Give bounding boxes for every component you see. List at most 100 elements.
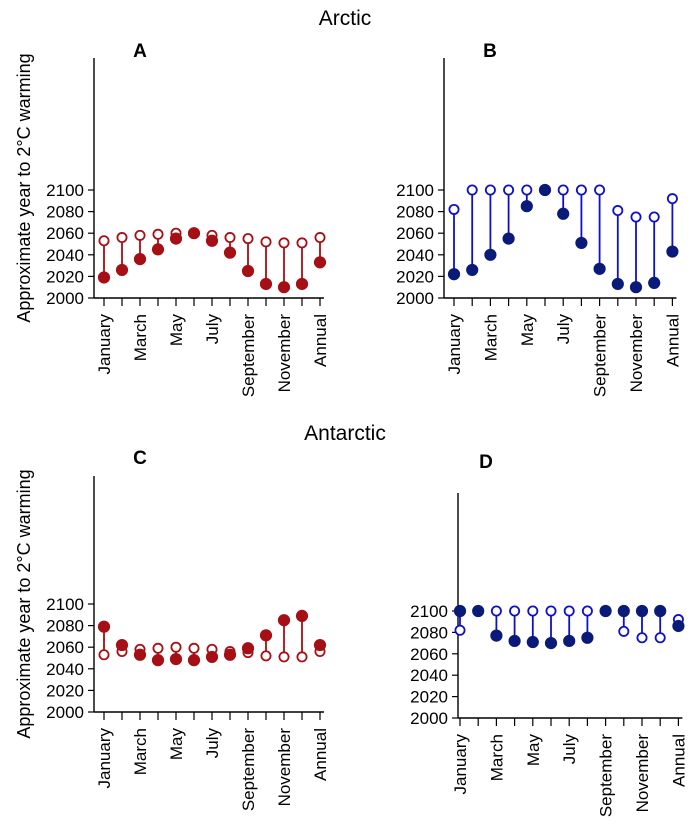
filled-point-a bbox=[313, 256, 327, 269]
filled-point-c bbox=[313, 638, 327, 652]
panel-a: A Approximate year to 2°C warming 2000 2020… bbox=[14, 41, 330, 397]
y-tick-label-d: 2040 bbox=[410, 666, 448, 685]
y-axis-label-c: Approximate year to 2°C warming bbox=[14, 469, 34, 738]
filled-point-d bbox=[490, 629, 503, 642]
filled-point-d bbox=[599, 604, 612, 618]
x-tick-label-a: Annual bbox=[311, 314, 330, 367]
filled-point-a bbox=[259, 277, 273, 291]
filled-point-d bbox=[581, 631, 594, 644]
open-point-c bbox=[188, 642, 200, 654]
filled-point-c bbox=[169, 652, 183, 666]
x-tick-label-c: July bbox=[203, 728, 222, 759]
x-tick-label-d: May bbox=[524, 734, 543, 767]
open-point-d bbox=[563, 605, 575, 617]
open-point-a bbox=[260, 236, 272, 248]
y-tick-label-d: 2000 bbox=[410, 709, 448, 728]
y-tick-label-c: 2000 bbox=[46, 703, 84, 722]
open-point-d bbox=[545, 605, 557, 617]
open-point-b bbox=[612, 205, 624, 217]
y-tick-label-c: 2100 bbox=[46, 595, 84, 614]
x-tick-label-c: September bbox=[239, 728, 258, 811]
filled-point-b bbox=[484, 248, 497, 261]
y-tick-label-a: 2080 bbox=[46, 203, 84, 222]
panel-b: B 2000 2020 2040 2060 2080 2100 January March May… bbox=[396, 41, 682, 397]
filled-point-b bbox=[629, 281, 643, 294]
x-tick-label-c: Annual bbox=[311, 728, 330, 781]
filled-point-d bbox=[508, 634, 521, 648]
x-tick-label-d: January bbox=[451, 734, 470, 795]
open-point-d bbox=[636, 632, 648, 644]
y-tick-label-b: 2100 bbox=[396, 181, 434, 200]
open-point-d bbox=[581, 605, 593, 617]
x-tick-label-c: January bbox=[95, 728, 114, 789]
open-point-b bbox=[557, 184, 569, 196]
filled-point-d bbox=[635, 604, 649, 618]
filled-point-a bbox=[277, 281, 291, 294]
filled-point-c bbox=[187, 654, 201, 667]
panel-label-a: A bbox=[133, 41, 147, 62]
filled-point-d bbox=[544, 637, 558, 650]
filled-point-c bbox=[223, 648, 237, 661]
filled-point-c bbox=[277, 614, 291, 627]
open-point-a bbox=[224, 232, 236, 244]
open-point-d bbox=[618, 625, 630, 637]
open-point-a bbox=[134, 229, 146, 241]
y-tick-label-d: 2080 bbox=[410, 623, 448, 642]
filled-point-a bbox=[241, 264, 255, 278]
x-tick-label-a: July bbox=[203, 314, 222, 345]
filled-point-c bbox=[97, 620, 111, 633]
x-tick-label-b: September bbox=[591, 314, 610, 397]
filled-point-d bbox=[672, 619, 685, 633]
open-point-a bbox=[278, 237, 290, 249]
filled-point-c bbox=[205, 650, 219, 664]
filled-point-b bbox=[611, 277, 624, 291]
y-tick-label-d: 2100 bbox=[410, 602, 448, 621]
x-tick-label-c: March bbox=[131, 728, 150, 775]
section-title-antarctic: Antarctic bbox=[304, 422, 386, 445]
filled-point-b bbox=[593, 262, 606, 275]
panel-label-b: B bbox=[483, 41, 497, 62]
open-point-c bbox=[278, 651, 290, 663]
x-tick-label-d: March bbox=[487, 734, 506, 781]
open-point-b bbox=[484, 184, 496, 196]
x-tick-label-d: September bbox=[597, 734, 616, 817]
filled-point-c bbox=[151, 654, 165, 667]
open-point-d bbox=[454, 624, 466, 636]
filled-point-c bbox=[133, 648, 147, 661]
filled-point-d bbox=[654, 604, 667, 618]
y-tick-label-a: 2060 bbox=[46, 224, 84, 243]
filled-point-d bbox=[472, 604, 485, 618]
y-tick-label-b: 2080 bbox=[396, 203, 434, 222]
filled-point-a bbox=[97, 271, 111, 284]
filled-point-b bbox=[666, 245, 679, 258]
y-tick-label-c: 2020 bbox=[46, 681, 84, 700]
open-point-a bbox=[152, 228, 164, 240]
filled-point-b bbox=[466, 263, 479, 277]
panel-c: C Approximate year to 2°C warming 2000 2020… bbox=[14, 448, 330, 811]
open-point-a bbox=[98, 235, 110, 247]
filled-point-a bbox=[205, 234, 219, 247]
x-tick-label-c: May bbox=[167, 728, 186, 761]
section-title-arctic: Arctic bbox=[319, 7, 372, 30]
x-tick-label-d: November bbox=[633, 734, 652, 813]
y-tick-label-a: 2100 bbox=[46, 181, 84, 200]
filled-point-a bbox=[295, 277, 309, 291]
x-tick-label-c: November bbox=[275, 728, 294, 807]
x-tick-label-b: July bbox=[554, 314, 573, 345]
open-point-d bbox=[509, 605, 521, 617]
filled-point-a bbox=[133, 253, 147, 266]
filled-point-c bbox=[115, 638, 129, 652]
open-point-b bbox=[648, 211, 660, 223]
filled-point-d bbox=[526, 635, 539, 649]
x-tick-label-d: July bbox=[560, 734, 579, 765]
open-point-b bbox=[521, 184, 533, 196]
open-point-b bbox=[448, 203, 460, 215]
y-tick-label-b: 2020 bbox=[396, 267, 434, 286]
open-point-b bbox=[666, 193, 678, 205]
filled-point-d bbox=[617, 604, 630, 618]
y-tick-label-c: 2040 bbox=[46, 660, 84, 679]
filled-point-c bbox=[295, 609, 309, 622]
filled-point-b bbox=[557, 207, 570, 220]
open-point-c bbox=[152, 642, 164, 654]
